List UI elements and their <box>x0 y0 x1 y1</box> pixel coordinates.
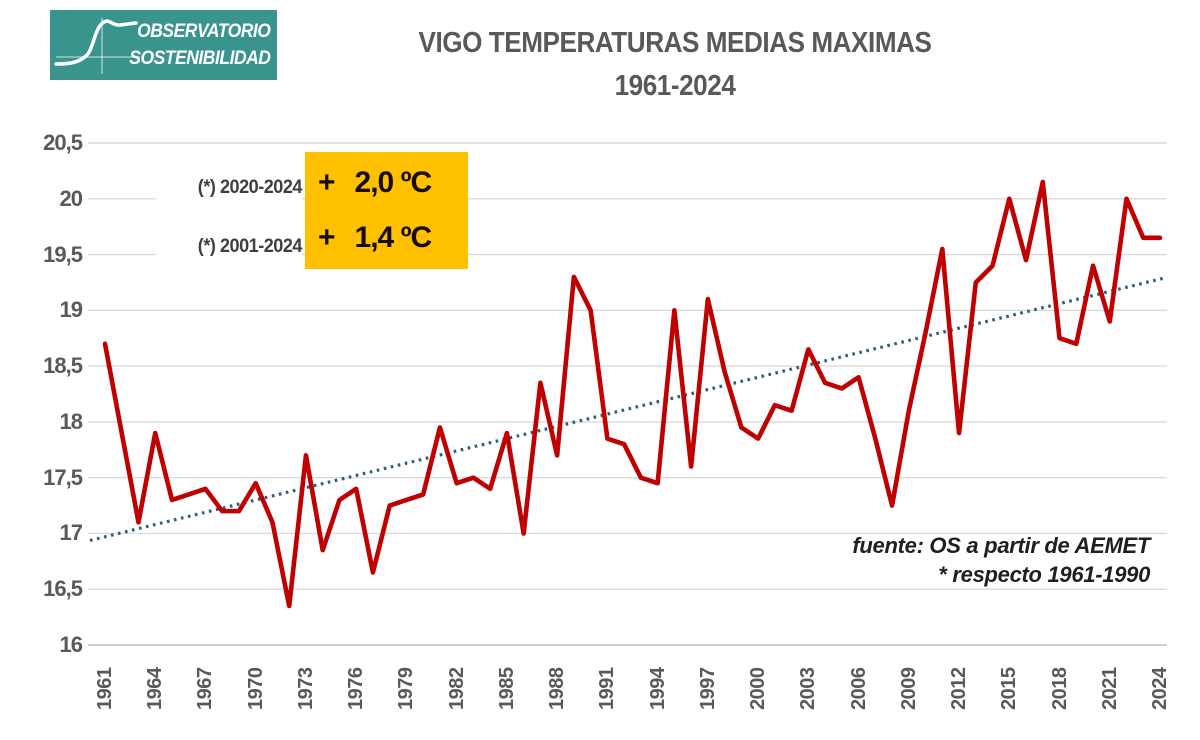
trend-line <box>89 276 1164 543</box>
logo-text-line2: SOSTENIBILIDAD <box>128 48 271 69</box>
logo-text-line1: OBSERVATORIO <box>136 21 271 42</box>
temperature-series-line <box>102 179 1163 609</box>
source-note-line1: fuente: OS a partir de AEMET <box>852 533 1150 558</box>
source-note: fuente: OS a partir de AEMET * respecto … <box>700 531 1150 589</box>
anomaly-value-box: + 2,0 ºC + 1,4 ºC <box>305 152 468 269</box>
anomaly-value-2001-2024: 1,4 ºC <box>354 220 433 254</box>
anomaly-value-row-2020-2024: + 2,0 ºC <box>305 166 468 200</box>
anomaly-label-2001-2024: (*) 2001-2024 <box>155 234 302 260</box>
observatorio-sostenibilidad-logo: OBSERVATORIO SOSTENIBILIDAD <box>50 10 277 80</box>
source-note-line2: * respecto 1961-1990 <box>938 562 1150 587</box>
anomaly-value-2020-2024: 2,0 ºC <box>354 166 433 200</box>
growth-curve-icon <box>54 18 140 74</box>
anomaly-value-row-2001-2024: + 1,4 ºC <box>305 221 468 255</box>
anomaly-label-2020-2024: (*) 2020-2024 <box>155 175 302 201</box>
plus-sign: + <box>318 166 336 200</box>
plus-sign: + <box>318 220 336 254</box>
chart-title: VIGO TEMPERATURAS MEDIAS MAXIMAS 1961-20… <box>374 22 977 108</box>
chart-title-line1: VIGO TEMPERATURAS MEDIAS MAXIMAS <box>418 27 932 59</box>
chart-title-line2: 1961-2024 <box>614 70 736 102</box>
